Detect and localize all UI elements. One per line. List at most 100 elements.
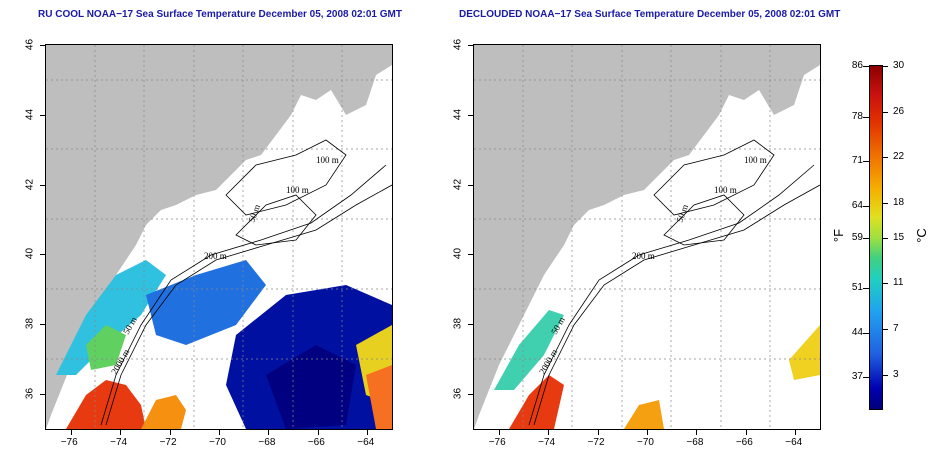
y-axis-tick <box>40 45 45 46</box>
colorbar-celsius-label: 30 <box>893 60 905 71</box>
y-axis-tick-label: 40 <box>24 248 36 260</box>
x-axis-tick <box>169 430 171 435</box>
contour-label: 100 m <box>744 155 767 165</box>
contour-label: 200 m <box>632 251 655 261</box>
y-axis-tick-label: 46 <box>24 38 36 51</box>
x-axis-tick-label: −74 <box>538 437 556 448</box>
right-sst-map: 100 m 100 m 50 m 200 m 50 m 2000 m <box>473 44 821 430</box>
colorbar-tick <box>882 203 888 205</box>
colorbar-celsius-label: 22 <box>893 151 905 163</box>
y-axis-tick-label: 38 <box>24 318 36 330</box>
y-axis-tick-label: 38 <box>452 318 464 330</box>
colorbar-tick <box>863 161 869 163</box>
colorbar-tick <box>863 377 869 379</box>
y-axis-tick-label: 36 <box>452 388 464 400</box>
x-axis-tick-label: −76 <box>488 437 506 448</box>
fahrenheit-unit-label: °F <box>831 228 847 243</box>
y-axis-tick <box>468 45 473 46</box>
x-axis-tick <box>597 430 599 435</box>
colorbar-fahrenheit-label: 37 <box>851 371 863 383</box>
contour-label: 100 m <box>316 155 339 165</box>
colorbar-fahrenheit-label: 78 <box>851 110 863 122</box>
colorbar-celsius-label: 26 <box>893 105 905 117</box>
y-axis-tick-label: 46 <box>452 38 464 51</box>
sst-patch-blue <box>146 260 266 345</box>
x-axis-tick-label: −64 <box>357 437 375 448</box>
celsius-unit-label: °C <box>913 228 929 243</box>
sst-patch-cyan <box>56 260 166 375</box>
right-map-title: DECLOUDED NOAA−17 Sea Surface Temperatur… <box>459 9 841 20</box>
colorbar-celsius-label: 3 <box>893 368 899 380</box>
x-axis-tick <box>647 430 648 435</box>
x-axis-tick-label: −66 <box>735 437 753 448</box>
y-axis-tick <box>468 114 473 116</box>
y-axis-tick <box>468 254 473 256</box>
x-axis-tick-label: −66 <box>307 437 325 448</box>
sst-patch-cyan <box>494 310 564 390</box>
y-axis-tick <box>40 394 45 396</box>
colorbar-tick <box>863 66 869 67</box>
colorbar-tick <box>882 157 888 159</box>
x-axis-tick <box>795 430 797 435</box>
x-axis-tick-label: −72 <box>587 437 605 448</box>
x-axis-tick-label: −68 <box>258 437 276 448</box>
sst-patch-deepblue <box>266 345 356 429</box>
bathymetry-contours <box>100 139 392 426</box>
y-axis-tick-label: 36 <box>24 388 36 400</box>
sst-patch-east <box>366 365 392 429</box>
colorbar-fahrenheit-label: 44 <box>851 326 863 338</box>
colorbar-fahrenheit-label: 71 <box>851 155 863 167</box>
sst-patch-warm <box>66 380 146 429</box>
x-axis-tick <box>70 430 72 435</box>
colorbar-tick <box>882 283 888 285</box>
sst-patch-yellow <box>789 325 820 380</box>
colorbar-celsius-label: 11 <box>893 277 904 289</box>
x-axis-tick-label: −76 <box>60 437 78 448</box>
land-mass <box>46 45 392 429</box>
colorbar-tick <box>863 332 869 334</box>
x-axis-tick <box>696 430 698 435</box>
colorbar-fahrenheit-label: 64 <box>851 199 863 211</box>
x-axis-tick-label: −72 <box>159 437 177 448</box>
contour-label: 100 m <box>714 185 737 195</box>
temperature-colorbar <box>869 65 883 410</box>
colorbar-tick <box>863 288 869 290</box>
left-map-title: RU COOL NOAA−17 Sea Surface Temperature … <box>38 9 402 20</box>
y-axis-tick <box>468 184 473 186</box>
x-axis-tick-label: −70 <box>209 437 226 448</box>
colorbar-fahrenheit-label: 59 <box>851 231 863 243</box>
contour-label: 50 m <box>674 203 690 224</box>
x-axis-tick <box>367 430 369 435</box>
colorbar-fahrenheit-label: 51 <box>851 282 863 294</box>
left-sst-map: 100 m 100 m 50 m 200 m 50 m 2000 m <box>45 44 393 430</box>
colorbar-tick <box>863 205 869 207</box>
y-axis-tick <box>468 324 473 326</box>
x-axis-tick <box>317 430 319 435</box>
colorbar-celsius-label: 7 <box>893 322 899 334</box>
x-axis-tick-label: −64 <box>785 437 803 448</box>
y-axis-tick <box>40 254 45 256</box>
x-axis-tick-label: −74 <box>110 437 128 448</box>
contour-label: 200 m <box>204 251 227 261</box>
colorbar-tick <box>882 328 888 330</box>
sst-patch-orange <box>624 400 664 429</box>
y-axis-tick-label: 44 <box>452 108 464 120</box>
x-axis-tick <box>548 430 550 435</box>
colorbar-tick <box>882 374 888 376</box>
x-axis-tick-label: −70 <box>637 437 654 448</box>
x-axis-tick <box>120 430 122 435</box>
y-axis-tick <box>468 394 473 396</box>
y-axis-tick-label: 44 <box>24 108 36 120</box>
colorbar-tick <box>882 111 888 113</box>
contour-label: 50 m <box>246 203 262 224</box>
land-mass <box>474 45 820 429</box>
y-axis-tick-label: 42 <box>24 178 36 190</box>
contour-label: 100 m <box>286 185 309 195</box>
colorbar-tick <box>882 66 888 67</box>
x-axis-tick <box>745 430 747 435</box>
x-axis-tick <box>219 430 220 435</box>
colorbar-tick <box>882 237 888 239</box>
bathymetry-contours <box>528 139 820 426</box>
y-axis-tick <box>40 114 45 116</box>
y-axis-tick <box>40 324 45 326</box>
